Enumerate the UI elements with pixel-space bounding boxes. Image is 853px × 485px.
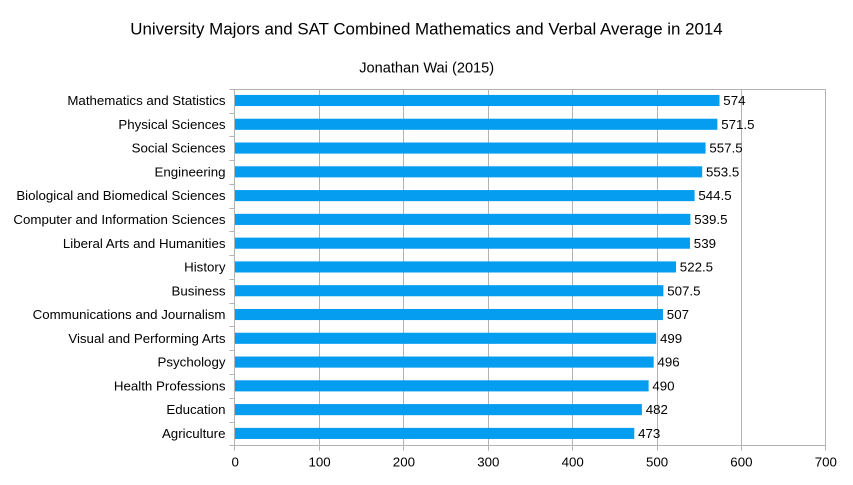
svg-text:100: 100 [309, 455, 331, 470]
svg-text:507: 507 [667, 307, 689, 322]
svg-text:700: 700 [815, 455, 837, 470]
svg-text:600: 600 [730, 455, 752, 470]
svg-text:539.5: 539.5 [694, 212, 727, 227]
svg-text:Mathematics and Statistics: Mathematics and Statistics [67, 93, 225, 108]
svg-text:Business: Business [172, 283, 226, 298]
svg-text:507.5: 507.5 [667, 283, 700, 298]
svg-text:Physical Sciences: Physical Sciences [118, 117, 226, 132]
svg-text:200: 200 [393, 455, 415, 470]
svg-text:544.5: 544.5 [698, 188, 731, 203]
svg-text:Visual and Performing Arts: Visual and Performing Arts [68, 331, 226, 346]
svg-text:496: 496 [658, 355, 680, 370]
svg-text:Psychology: Psychology [158, 355, 226, 370]
svg-text:Education: Education [166, 402, 225, 417]
svg-text:Social Sciences: Social Sciences [132, 141, 226, 156]
svg-text:300: 300 [477, 455, 499, 470]
svg-text:Liberal Arts and Humanities: Liberal Arts and Humanities [63, 236, 226, 251]
svg-text:Communications and Journalism: Communications and Journalism [33, 307, 226, 322]
svg-text:522.5: 522.5 [680, 260, 713, 275]
svg-text:0: 0 [231, 455, 238, 470]
svg-text:574: 574 [723, 93, 745, 108]
svg-text:557.5: 557.5 [709, 141, 742, 156]
svg-text:Engineering: Engineering [155, 164, 226, 179]
svg-text:571.5: 571.5 [721, 117, 754, 132]
svg-text:Jonathan Wai (2015): Jonathan Wai (2015) [359, 60, 494, 76]
svg-text:Biological and Biomedical Scie: Biological and Biomedical Sciences [16, 188, 226, 203]
svg-text:539: 539 [694, 236, 716, 251]
svg-text:553.5: 553.5 [706, 164, 739, 179]
svg-text:482: 482 [646, 402, 668, 417]
svg-text:500: 500 [646, 455, 668, 470]
svg-text:History: History [184, 260, 226, 275]
svg-text:Computer and Information Scien: Computer and Information Sciences [13, 212, 225, 227]
svg-text:Health Professions: Health Professions [114, 378, 226, 393]
svg-text:400: 400 [562, 455, 584, 470]
svg-text:473: 473 [638, 426, 660, 441]
svg-text:Agriculture: Agriculture [162, 426, 226, 441]
svg-text:499: 499 [660, 331, 682, 346]
svg-text:490: 490 [652, 378, 674, 393]
svg-text:University Majors and SAT Comb: University Majors and SAT Combined Mathe… [130, 20, 722, 39]
